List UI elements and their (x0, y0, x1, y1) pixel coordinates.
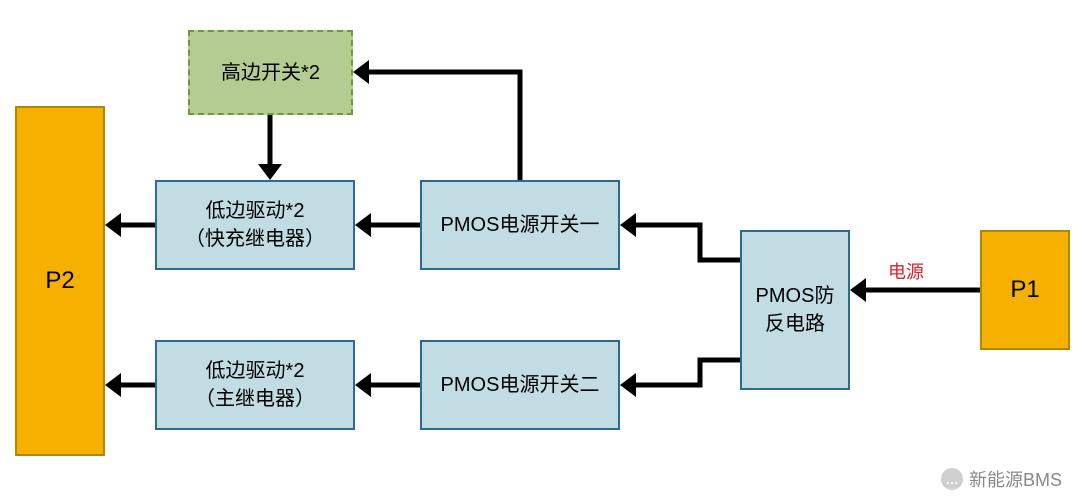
edge-sw1_to_high (363, 72, 520, 180)
arrowhead-sw1_to_high (353, 60, 369, 84)
edge-anti_to_sw1 (630, 225, 740, 260)
node-low-drive-fast: 低边驱动*2 （快充继电器） (155, 180, 355, 270)
node-pmos-switch-1: PMOS电源开关一 (420, 180, 620, 270)
watermark-text: 新能源BMS (969, 466, 1062, 492)
watermark: … 新能源BMS (941, 466, 1062, 492)
node-p1: P1 (980, 230, 1070, 350)
arrowhead-anti_to_sw1 (620, 213, 636, 237)
wechat-icon: … (941, 468, 963, 490)
arrowhead-sw1_to_fast (355, 213, 371, 237)
node-pmos-switch-2: PMOS电源开关二 (420, 340, 620, 430)
node-high-side-switch: 高边开关*2 (188, 30, 353, 115)
arrowhead-fast_to_p2 (105, 213, 121, 237)
node-low-drive-main: 低边驱动*2 （主继电器） (155, 340, 355, 430)
arrowhead-main_to_p2 (105, 373, 121, 397)
node-pmos-anti-reverse: PMOS防 反电路 (740, 230, 850, 390)
edge-anti_to_sw2 (630, 360, 740, 385)
node-p2: P2 (15, 106, 105, 456)
arrowhead-sw2_to_main (355, 373, 371, 397)
arrowhead-high_to_fast (258, 164, 282, 180)
arrowhead-anti_to_sw2 (620, 373, 636, 397)
label-power: 电源 (888, 258, 924, 284)
arrowhead-p1_to_anti (850, 278, 866, 302)
